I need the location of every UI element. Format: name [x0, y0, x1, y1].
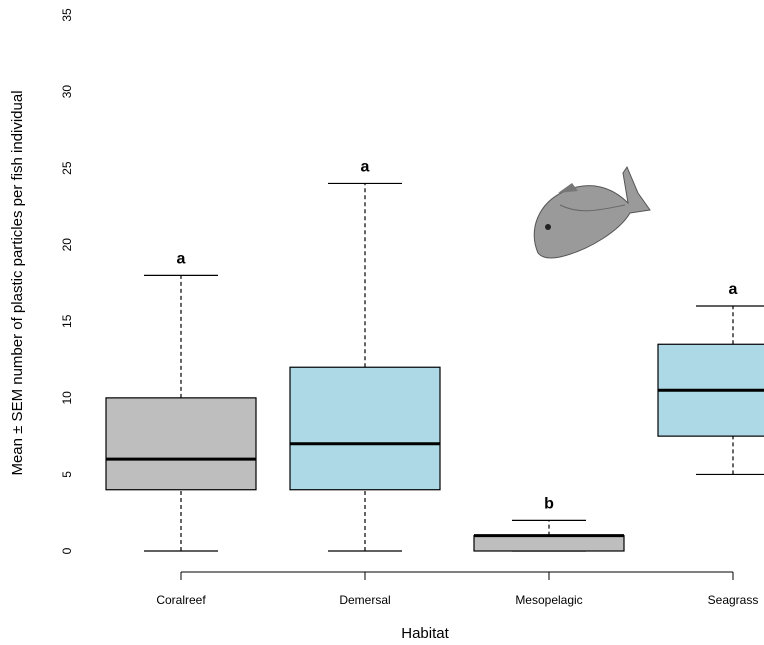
- y-tick-label: 20: [60, 238, 74, 252]
- chart: Habitat Mean ± SEM number of plastic par…: [0, 0, 764, 645]
- x-tick-label: Mesopelagic: [515, 593, 582, 607]
- box: [290, 367, 440, 490]
- x-axis-label: Habitat: [401, 625, 449, 642]
- y-tick-label: 0: [60, 547, 74, 554]
- x-tick-label: Seagrass: [708, 593, 759, 607]
- y-tick-label: 35: [60, 8, 74, 22]
- y-tick-label: 5: [60, 471, 74, 478]
- box: [106, 398, 256, 490]
- x-tick-label: Coralreef: [156, 593, 206, 607]
- fish-illustration: [534, 165, 650, 258]
- y-tick-label: 10: [60, 391, 74, 405]
- x-tick-label: Demersal: [339, 593, 390, 607]
- y-tick-label: 30: [60, 85, 74, 99]
- annotation: a: [729, 281, 738, 298]
- y-axis-label: Mean ± SEM number of plastic particles p…: [9, 90, 26, 475]
- annotation: a: [361, 159, 370, 176]
- y-tick-label: 25: [60, 161, 74, 175]
- annotation: b: [544, 496, 554, 513]
- box: [474, 536, 624, 551]
- page: {"chart_data": {"type": "box", "xlabel":…: [0, 0, 764, 645]
- annotation: a: [177, 251, 186, 268]
- y-tick-label: 15: [60, 314, 74, 328]
